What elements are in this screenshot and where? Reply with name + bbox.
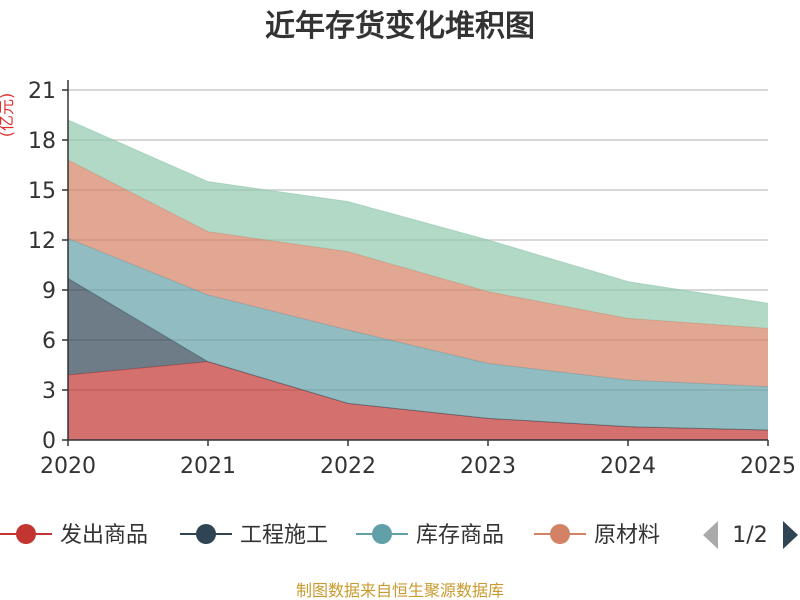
data-source-note: 制图数据来自恒生聚源数据库 bbox=[296, 581, 504, 600]
y-tick-label: 18 bbox=[28, 129, 56, 154]
x-tick-label: 2020 bbox=[40, 454, 96, 479]
prev-page-icon[interactable] bbox=[703, 521, 718, 549]
area-series-1 bbox=[68, 361, 768, 440]
legend-item[interactable]: 原材料 bbox=[534, 523, 660, 548]
legend-marker-icon bbox=[16, 524, 36, 544]
legend-marker-icon bbox=[550, 524, 570, 544]
y-tick-label: 12 bbox=[28, 229, 56, 254]
legend-marker-icon bbox=[372, 524, 392, 544]
legend-label: 库存商品 bbox=[416, 523, 504, 548]
y-tick-label: 3 bbox=[42, 379, 56, 404]
area-series-group bbox=[67, 119, 769, 440]
x-tick-label: 2021 bbox=[180, 454, 236, 479]
area-series-5 bbox=[68, 120, 768, 329]
legend-item[interactable]: 工程施工 bbox=[180, 523, 328, 548]
next-page-icon[interactable] bbox=[783, 521, 798, 549]
x-tick-label: 2023 bbox=[460, 454, 516, 479]
x-tick-label: 2022 bbox=[320, 454, 376, 479]
legend-pager: 1/2 bbox=[703, 521, 798, 549]
y-tick-label: 0 bbox=[42, 429, 56, 454]
axes: 0 3 6 9 12 15 18 21 2020 2021 2022 2023 2024 2025 bbox=[28, 79, 796, 479]
area-series-4 bbox=[68, 160, 768, 387]
y-tick-label: 21 bbox=[28, 79, 56, 104]
legend-label: 工程施工 bbox=[240, 523, 328, 548]
legend-label: 发出商品 bbox=[60, 523, 148, 548]
y-tick-label: 6 bbox=[42, 329, 56, 354]
y-tick-label: 15 bbox=[28, 179, 56, 204]
legend-item[interactable]: 库存商品 bbox=[356, 523, 504, 548]
y-axis-unit: (亿元) bbox=[0, 93, 16, 138]
x-tick-label: 2025 bbox=[740, 454, 796, 479]
legend-marker-icon bbox=[196, 524, 216, 544]
area-series-3 bbox=[68, 238, 768, 430]
legend: 发出商品 工程施工 库存商品 原材料 bbox=[0, 523, 660, 548]
legend-label: 原材料 bbox=[594, 523, 660, 548]
legend-page-indicator: 1/2 bbox=[732, 523, 767, 548]
legend-item[interactable]: 发出商品 bbox=[0, 523, 148, 548]
y-tick-label: 9 bbox=[42, 279, 56, 304]
chart-title: 近年存货变化堆积图 bbox=[265, 9, 535, 44]
area-series-edge-5 bbox=[67, 119, 769, 304]
x-tick-label: 2024 bbox=[600, 454, 656, 479]
